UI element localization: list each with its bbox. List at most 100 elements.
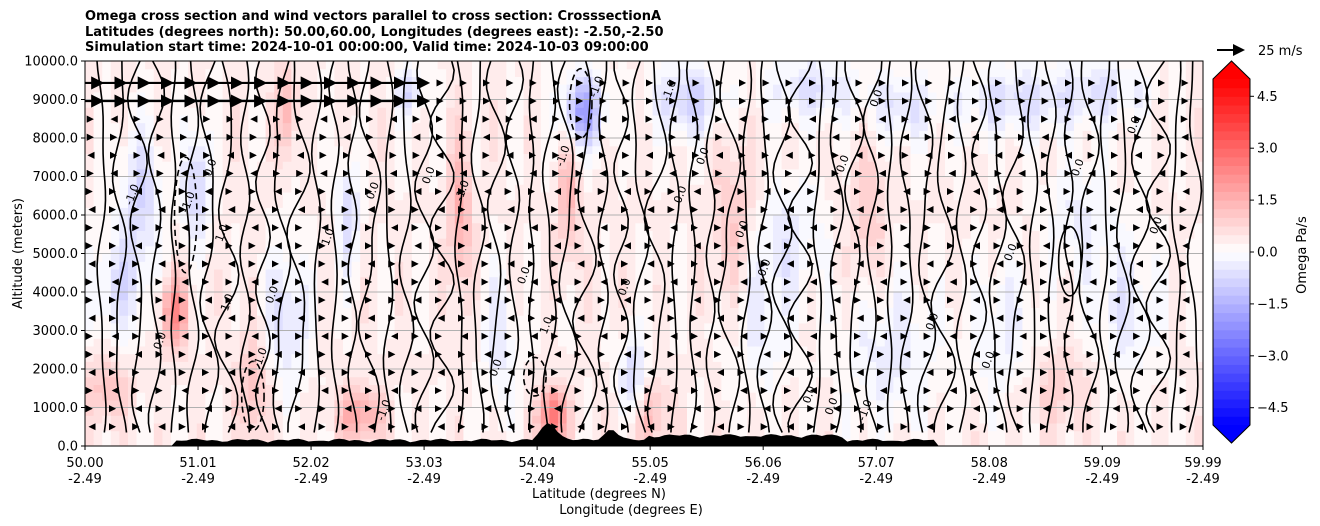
omega-cell: [179, 392, 189, 401]
omega-cell: [824, 330, 834, 339]
omega-cell: [652, 114, 662, 124]
omega-cell: [549, 184, 559, 193]
omega-cell: [601, 145, 611, 154]
omega-cell: [153, 138, 163, 147]
omega-cell: [635, 215, 645, 224]
omega-cell: [222, 61, 232, 70]
omega-cell: [214, 376, 224, 385]
omega-cell: [214, 284, 224, 293]
omega-cell: [626, 76, 636, 85]
omega-cell: [136, 430, 146, 439]
omega-cell: [188, 345, 198, 355]
omega-cell: [291, 138, 301, 147]
omega-cell: [661, 91, 671, 101]
omega-cell: [196, 145, 206, 154]
omega-cell: [833, 392, 843, 401]
omega-cell: [824, 415, 834, 424]
omega-cell: [274, 276, 284, 285]
omega-cell: [618, 238, 628, 247]
omega-cell: [300, 238, 310, 247]
omega-cell: [773, 153, 783, 162]
omega-cell: [231, 415, 241, 424]
omega-cell: [902, 161, 912, 170]
omega-cell: [196, 168, 206, 178]
omega-cell: [841, 99, 851, 108]
omega-cell: [257, 292, 267, 301]
omega-cell: [927, 376, 937, 385]
omega-cell: [145, 184, 155, 193]
omega-cell: [652, 138, 662, 147]
omega-cell: [781, 315, 791, 324]
omega-cell: [781, 392, 791, 401]
omega-cell: [532, 407, 542, 416]
omega-cell: [472, 161, 482, 170]
omega-cell: [360, 253, 370, 262]
omega-cell: [93, 176, 103, 185]
omega-cell: [282, 322, 292, 332]
omega-cell: [583, 168, 593, 178]
omega-cell: [609, 99, 619, 108]
omega-cell: [136, 153, 146, 162]
omega-cell: [463, 153, 473, 162]
omega-cell: [876, 361, 886, 370]
omega-cell: [136, 138, 146, 147]
omega-cell: [927, 91, 937, 101]
omega-cell: [850, 345, 860, 355]
omega-cell: [334, 345, 344, 355]
omega-cell: [558, 207, 568, 216]
omega-cell: [540, 176, 550, 185]
omega-cell: [162, 253, 172, 262]
omega-cell: [282, 114, 292, 124]
omega-cell: [626, 345, 636, 355]
omega-cell: [558, 99, 568, 108]
omega-cell: [454, 215, 464, 224]
omega-cell: [515, 268, 525, 278]
omega-cell: [712, 107, 722, 116]
omega-cell: [583, 399, 593, 409]
omega-cell: [678, 284, 688, 293]
omega-cell: [609, 253, 619, 262]
omega-cell: [497, 261, 507, 270]
omega-cell: [171, 315, 181, 324]
omega-cell: [824, 199, 834, 208]
omega-cell: [360, 430, 370, 439]
omega-cell: [386, 392, 396, 401]
omega-cell: [446, 107, 456, 116]
omega-cell: [454, 114, 464, 124]
omega-cell: [592, 153, 602, 162]
omega-cell: [489, 184, 499, 193]
omega-cell: [773, 99, 783, 108]
omega-cell: [515, 361, 525, 370]
omega-cell: [196, 315, 206, 324]
omega-cell: [558, 222, 568, 231]
omega-cell: [824, 268, 834, 278]
omega-cell: [755, 99, 765, 108]
omega-cell: [601, 61, 611, 70]
omega-cell: [446, 215, 456, 224]
omega-cell: [239, 253, 249, 262]
omega-cell: [601, 176, 611, 185]
omega-cell: [377, 161, 387, 170]
omega-cell: [566, 215, 576, 224]
omega-cell: [308, 307, 318, 316]
omega-cell: [162, 399, 172, 409]
omega-cell: [532, 268, 542, 278]
omega-cell: [695, 130, 705, 139]
omega-cell: [687, 168, 697, 178]
omega-cell: [437, 191, 447, 201]
omega-cell: [128, 422, 138, 432]
omega-cell: [214, 330, 224, 339]
omega-cell: [300, 68, 310, 77]
omega-cell: [411, 322, 421, 332]
omega-cell: [265, 114, 275, 124]
omega-cell: [876, 338, 886, 347]
omega-cell: [558, 307, 568, 316]
omega-cell: [506, 191, 516, 201]
omega-cell: [902, 345, 912, 355]
omega-cell: [644, 376, 654, 385]
omega-cell: [618, 122, 628, 131]
omega-cell: [454, 399, 464, 409]
omega-cell: [816, 238, 826, 247]
omega-cell: [635, 130, 645, 139]
omega-cell: [102, 315, 112, 324]
